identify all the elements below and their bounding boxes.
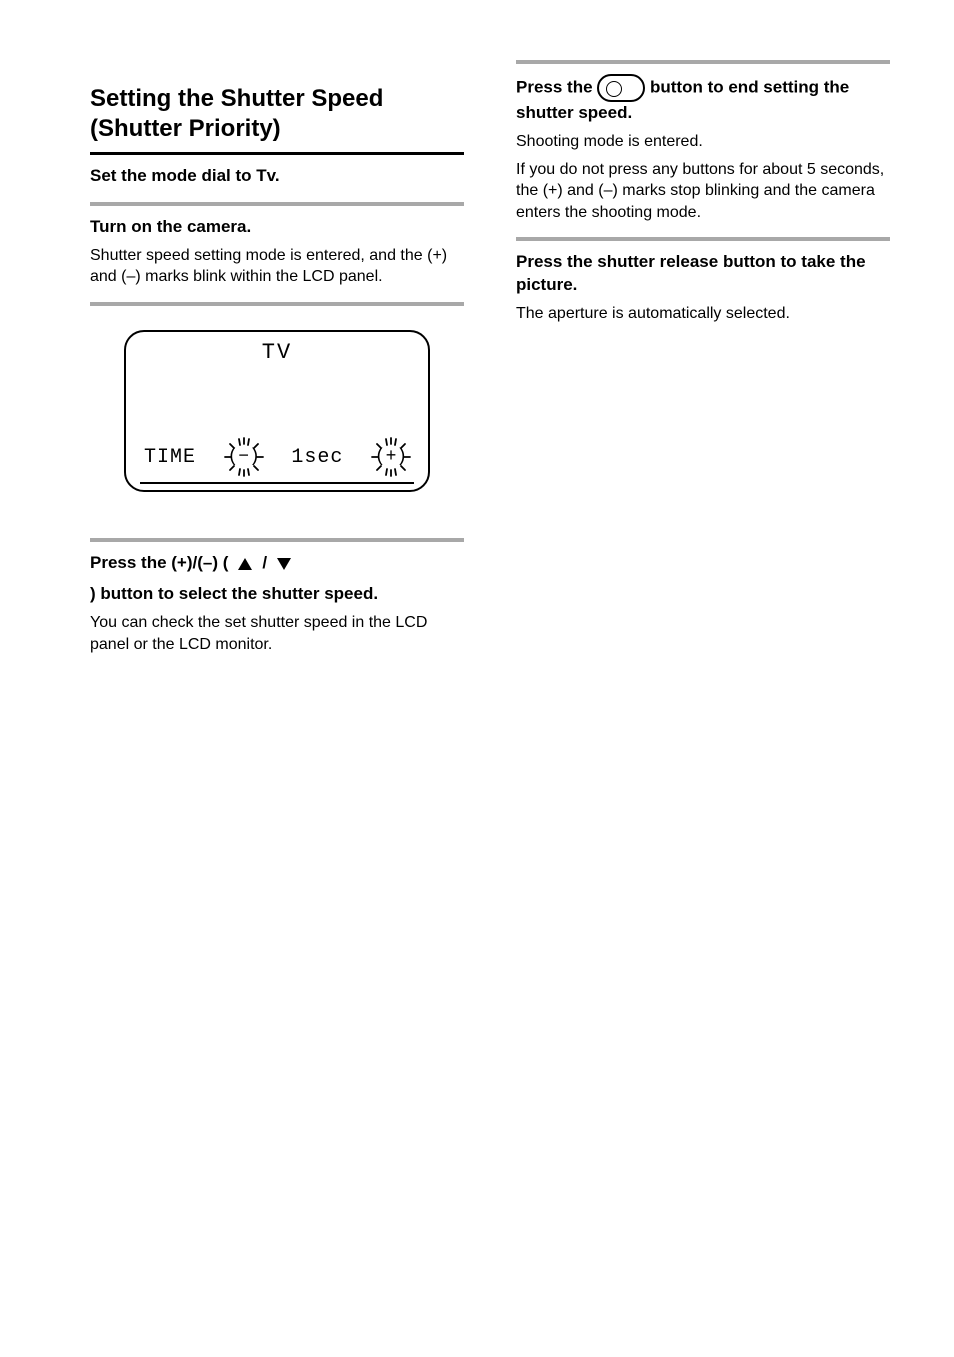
- step-4-top-rule: [516, 60, 890, 64]
- step-4-prefix: Press the: [516, 77, 597, 96]
- lcd-plus-blink: (+): [366, 436, 416, 478]
- step-3: Press the (+)/(–) ( / ) button to select…: [90, 552, 464, 655]
- section-heading-prefix: Setting the Shutter Speed: [90, 85, 383, 112]
- step-4: Press the button to end setting the shut…: [516, 74, 890, 223]
- lcd-bottom-underline: [140, 482, 414, 484]
- lcd-mode-label: TV: [262, 340, 292, 365]
- ok-button-icon: [597, 74, 645, 102]
- section-heading: Setting the Shutter Speed (Shutter Prior…: [90, 84, 464, 144]
- step-5: Press the shutter release button to take…: [516, 251, 890, 324]
- lcd-minus-blink: (−): [219, 436, 269, 478]
- step-4-note2: If you do not press any buttons for abou…: [516, 159, 890, 224]
- step-3-suffix: ) button to select the shutter speed.: [90, 583, 378, 606]
- step-3-title: Press the (+)/(–) ( / ) button to select…: [90, 552, 464, 606]
- lcd-time-label: TIME: [144, 446, 196, 469]
- lcd-minus-core: (−): [227, 447, 259, 467]
- step-4-title: Press the button to end setting the shut…: [516, 74, 890, 125]
- heading-rule: [90, 152, 464, 155]
- step-4-rule: [516, 237, 890, 241]
- lcd-illustration: TV TIME: [124, 330, 430, 492]
- step-5-title: Press the shutter release button to take…: [516, 251, 890, 297]
- down-triangle-icon: [275, 556, 293, 572]
- step-5-note: The aperture is automatically selected.: [516, 303, 890, 325]
- step-1: Set the mode dial to Tv.: [90, 165, 464, 188]
- step-2: Turn on the camera. Shutter speed settin…: [90, 216, 464, 288]
- section-heading-suffix: (Shutter Priority): [90, 115, 281, 142]
- step-2-rule: [90, 302, 464, 306]
- step-1-title: Set the mode dial to Tv.: [90, 165, 464, 188]
- step-3-prefix: Press the (+)/(–) (: [90, 552, 228, 575]
- step-2-title: Turn on the camera.: [90, 216, 464, 239]
- step-3-note: You can check the set shutter speed in t…: [90, 612, 464, 655]
- lcd-plus-core: (+): [375, 447, 407, 467]
- lcd-center-value: 1sec: [291, 446, 343, 469]
- up-triangle-icon: [236, 556, 254, 572]
- step-1-rule: [90, 202, 464, 206]
- step-3-top-rule: [90, 538, 464, 542]
- lcd-frame: TV TIME: [124, 330, 430, 492]
- step-2-note: Shutter speed setting mode is entered, a…: [90, 245, 464, 288]
- lcd-bottom-row: TIME: [126, 436, 428, 482]
- slash-text: /: [262, 552, 267, 575]
- left-column: Setting the Shutter Speed (Shutter Prior…: [90, 0, 464, 669]
- right-column: Press the button to end setting the shut…: [516, 0, 890, 339]
- step-4-note1: Shooting mode is entered.: [516, 131, 890, 153]
